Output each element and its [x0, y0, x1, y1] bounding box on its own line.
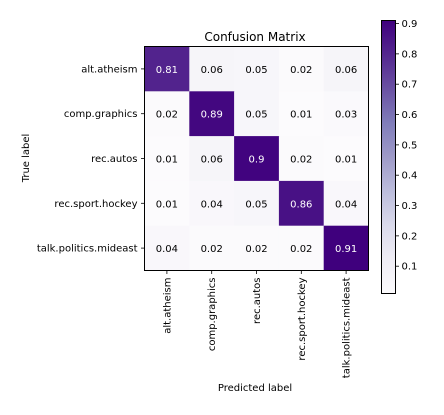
heatmap-cell — [278, 136, 325, 182]
colorbar-tick-label: 0.5 — [402, 140, 418, 151]
y-tick-label: comp.graphics — [64, 109, 138, 120]
cell-value-label: 0.9 — [249, 155, 265, 166]
colorbar-tick-label: 0.3 — [402, 201, 418, 212]
cell-value-label: 0.04 — [201, 199, 223, 210]
cell-value-label: 0.05 — [245, 65, 267, 76]
cell-value-label: 0.03 — [335, 110, 357, 121]
cell-value-label: 0.04 — [156, 244, 178, 255]
cell-value-label: 0.02 — [290, 244, 312, 255]
heatmap-cell — [234, 136, 280, 182]
y-tick-label: talk.politics.mideast — [37, 244, 138, 255]
heatmap-cell — [234, 91, 280, 137]
heatmap-cell — [323, 180, 369, 227]
cell-value-label: 0.91 — [335, 244, 357, 255]
heatmap-cell — [234, 225, 280, 271]
x-tick-label: rec.autos — [252, 278, 263, 324]
cell-value-label: 0.86 — [290, 199, 312, 210]
heatmap-cell — [234, 180, 280, 227]
y-axis-label: True label — [21, 134, 32, 184]
heatmap-cell — [278, 91, 325, 137]
cell-value-label: 0.06 — [201, 155, 223, 166]
x-tick-label: comp.graphics — [207, 278, 218, 352]
y-tick-label: rec.sport.hockey — [54, 199, 137, 210]
cell-value-label: 0.02 — [290, 155, 312, 166]
heatmap-cell — [323, 136, 369, 182]
colorbar-tick-label: 0.8 — [402, 49, 418, 60]
cell-value-label: 0.89 — [201, 110, 223, 121]
x-tick-label: talk.politics.mideast — [342, 277, 353, 378]
colorbar-tick-label: 0.4 — [402, 171, 418, 182]
heatmap-cell — [144, 225, 190, 271]
cell-value-label: 0.02 — [156, 110, 178, 121]
heatmap-cell — [278, 225, 325, 271]
cell-value-label: 0.01 — [156, 199, 178, 210]
heatmap-cell — [144, 46, 190, 92]
cell-value-label: 0.05 — [245, 199, 267, 210]
heatmap-cells: 0.81 0.06 0.05 0.02 0.06 0.02 0.89 0.05 0.01 0.03… — [144, 46, 369, 271]
colorbar-tick-label: 0.7 — [402, 80, 418, 91]
heatmap-cell — [144, 91, 190, 137]
chart-title: Confusion Matrix — [204, 30, 305, 44]
cell-value-label: 0.81 — [156, 65, 178, 76]
cell-value-label: 0.06 — [335, 65, 357, 76]
colorbar-tick-label: 0.2 — [402, 231, 418, 242]
y-tick-label: alt.atheism — [81, 64, 137, 75]
cell-value-label: 0.02 — [290, 65, 312, 76]
y-tick-label: rec.autos — [91, 154, 137, 165]
cell-value-label: 0.05 — [245, 110, 267, 121]
x-axis-label: Predicted label — [218, 383, 292, 394]
heatmap-cell — [189, 136, 235, 182]
cell-value-label: 0.02 — [245, 244, 267, 255]
colorbar-tick-label: 0.9 — [402, 19, 418, 30]
heatmap-cell — [189, 225, 235, 271]
x-tick-label: rec.sport.hockey — [297, 277, 308, 360]
colorbar — [381, 20, 396, 294]
heatmap-cell — [189, 180, 235, 227]
cell-value-label: 0.06 — [201, 65, 223, 76]
colorbar-tick-label: 0.1 — [402, 262, 418, 273]
cell-value-label: 0.01 — [156, 155, 178, 166]
x-tick-label: alt.atheism — [162, 278, 173, 334]
cell-value-label: 0.01 — [290, 110, 312, 121]
heatmap-cell — [189, 91, 235, 137]
cell-value-label: 0.01 — [335, 155, 357, 166]
heatmap-cell — [323, 225, 369, 271]
colorbar-tick-label: 0.6 — [402, 110, 418, 121]
heatmap-cell — [144, 180, 190, 227]
cell-value-label: 0.02 — [201, 244, 223, 255]
heatmap-cell — [278, 46, 325, 92]
colorbar-ticks: 0.1 0.2 0.3 0.4 0.5 0.6 0.7 0.8 0.9 — [395, 19, 418, 273]
x-axis-ticks: alt.atheism comp.graphics rec.autos rec.spo… — [162, 270, 353, 378]
heatmap-cell — [323, 46, 369, 92]
heatmap-cell — [144, 136, 190, 182]
y-axis-ticks: alt.atheism comp.graphics rec.autos rec.spo… — [37, 64, 145, 255]
heatmap-cell — [278, 180, 325, 227]
heatmap-cell — [323, 91, 369, 137]
heatmap-cell — [189, 46, 235, 92]
heatmap-cell — [234, 46, 280, 92]
cell-value-label: 0.04 — [335, 199, 357, 210]
